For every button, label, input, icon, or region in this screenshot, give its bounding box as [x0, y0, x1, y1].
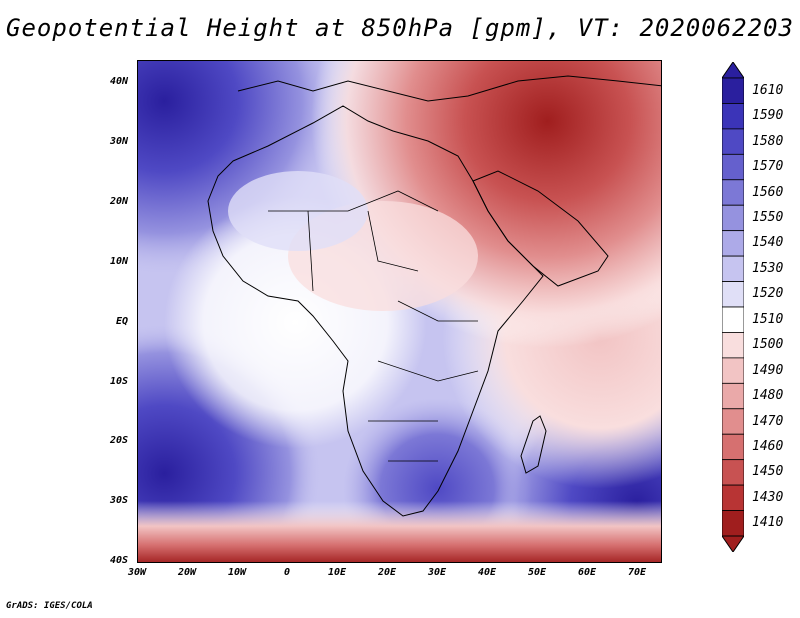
colorbar-segment: [722, 510, 744, 537]
map-panel: [137, 60, 662, 563]
colorbar-level-label: 1590: [752, 108, 784, 124]
colorbar-level-label: 1510: [752, 311, 784, 327]
colorbar-segment: [722, 128, 744, 155]
colorbar-segment: [722, 332, 744, 359]
footer-credit: GrADS: IGES/COLA: [6, 601, 93, 611]
lon-label-40e: 40E: [477, 567, 497, 578]
colorbar-segment: [722, 484, 744, 511]
lat-label-10s: 10S: [109, 376, 128, 387]
colorbar-top-arrow: [722, 62, 744, 79]
colorbar-level-label: 1540: [752, 235, 784, 251]
colorbar-segment: [722, 230, 744, 257]
colorbar-level-label: 1560: [752, 184, 784, 200]
lon-label-30e: 30E: [427, 567, 447, 578]
lon-label-20w: 20W: [177, 567, 197, 578]
colorbar-level-label: 1570: [752, 159, 784, 175]
colorbar-segment: [722, 306, 744, 333]
colorbar-level-label: 1430: [752, 489, 784, 505]
lat-label-40n: 40N: [109, 76, 128, 87]
lat-label-20n: 20N: [109, 196, 128, 207]
lat-label-eq: EQ: [115, 316, 128, 327]
colorbar-segment: [722, 179, 744, 206]
colorbar-segment: [722, 281, 744, 308]
lon-label-10e: 10E: [327, 567, 347, 578]
colorbar-bottom-arrow: [722, 535, 744, 552]
colorbar-segment: [722, 153, 744, 181]
colorbar-level-label: 1500: [752, 337, 784, 353]
geopotential-field: [138, 61, 661, 562]
colorbar-segment: [722, 255, 744, 282]
lat-label-40s: 40S: [109, 555, 128, 566]
map-title: Geopotential Height at 850hPa [gpm], VT:…: [6, 14, 794, 42]
colorbar-segment: [722, 382, 744, 410]
lat-label-30n: 30N: [109, 136, 128, 147]
colorbar-segment: [722, 408, 744, 435]
lon-label-0: 0: [283, 567, 291, 578]
colorbar-segment: [722, 204, 744, 232]
lon-label-20e: 20E: [377, 567, 397, 578]
lat-label-10n: 10N: [109, 256, 128, 267]
lat-label-30s: 30S: [109, 495, 128, 506]
colorbar-segment: [722, 103, 744, 130]
colorbar-level-label: 1490: [752, 362, 784, 378]
colorbar-level-label: 1520: [752, 286, 784, 302]
colorbar-segment: [722, 459, 744, 486]
colorbar-level-label: 1450: [752, 464, 784, 480]
lat-label-20s: 20S: [109, 435, 128, 446]
colorbar-level-label: 1460: [752, 438, 784, 454]
colorbar-level-label: 1410: [752, 515, 784, 531]
lon-label-70e: 70E: [627, 567, 647, 578]
colorbar-level-label: 1580: [752, 133, 784, 149]
lon-label-10w: 10W: [227, 567, 247, 578]
lon-label-60e: 60E: [577, 567, 597, 578]
colorbar-level-label: 1470: [752, 413, 784, 429]
colorbar-segment: [722, 433, 744, 461]
colorbar-level-label: 1480: [752, 388, 784, 404]
colorbar-segment: [722, 77, 744, 104]
lon-label-30w: 30W: [127, 567, 147, 578]
colorbar-segment: [722, 357, 744, 384]
colorbar-level-label: 1610: [752, 82, 784, 98]
colorbar-level-label: 1530: [752, 260, 784, 276]
colorbar: [722, 62, 744, 552]
colorbar-level-label: 1550: [752, 209, 784, 225]
lon-label-50e: 50E: [527, 567, 547, 578]
